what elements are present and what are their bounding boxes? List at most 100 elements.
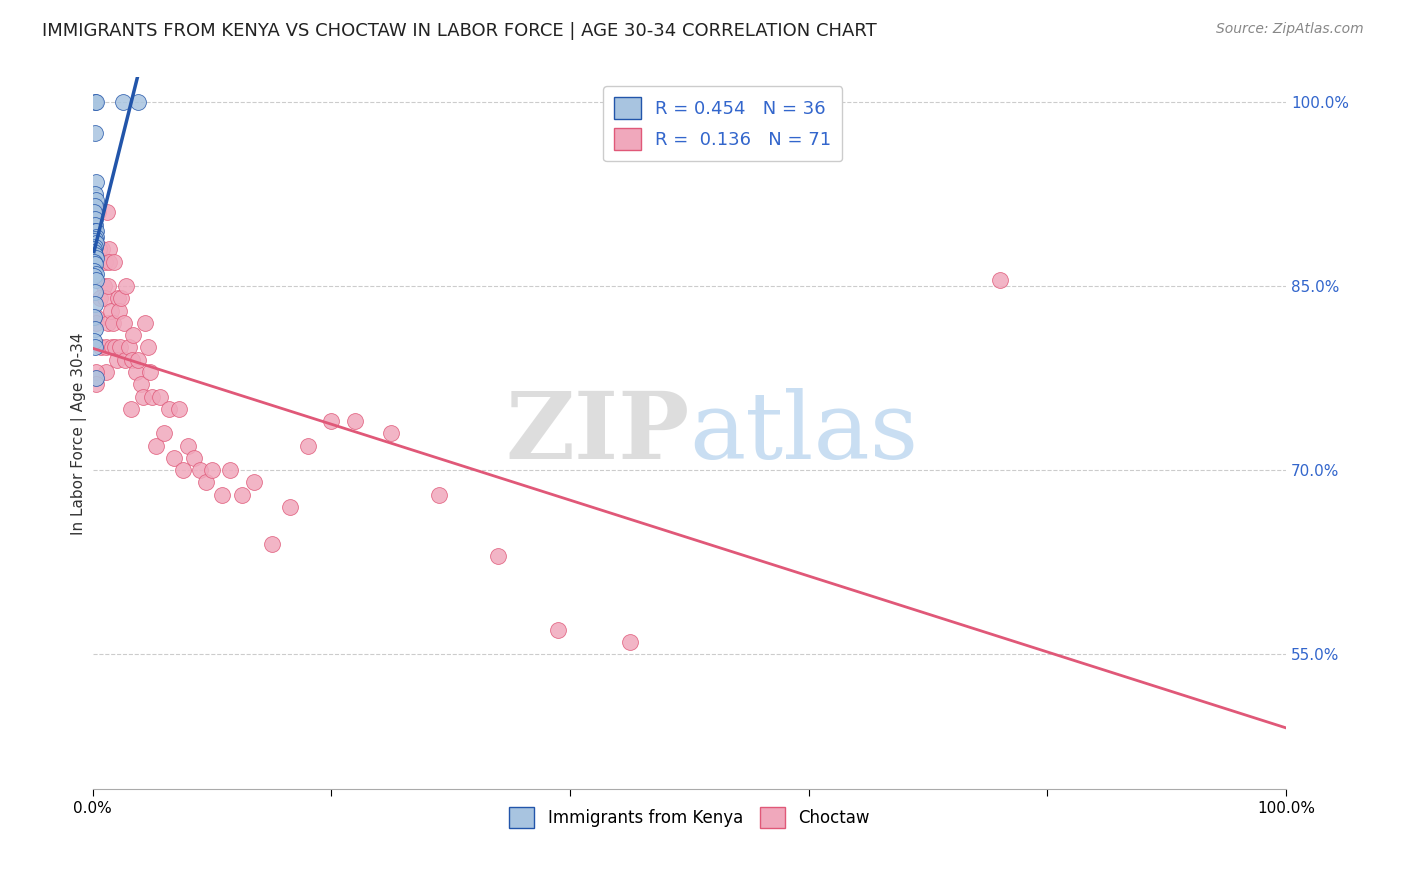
Legend: Immigrants from Kenya, Choctaw: Immigrants from Kenya, Choctaw <box>503 801 876 834</box>
Point <box>86 273 108 287</box>
Point <box>84 322 107 336</box>
Point <box>91 242 114 256</box>
Point <box>97 316 120 330</box>
Point <box>84 232 107 246</box>
Point <box>104 340 127 354</box>
Point <box>84 218 107 232</box>
Point <box>84 248 107 262</box>
Point <box>278 500 301 514</box>
Point <box>547 623 569 637</box>
Point <box>115 279 138 293</box>
Point <box>107 291 129 305</box>
Point <box>321 414 343 428</box>
Point <box>344 414 367 428</box>
Point <box>86 310 108 324</box>
Point <box>86 365 108 379</box>
Point <box>84 285 107 300</box>
Point <box>136 340 159 354</box>
Point <box>86 316 108 330</box>
Point <box>201 463 224 477</box>
Point <box>83 234 105 248</box>
Point <box>120 401 142 416</box>
Point <box>83 244 105 259</box>
Point <box>260 537 283 551</box>
Point <box>100 303 122 318</box>
Point <box>94 340 117 354</box>
Text: IMMIGRANTS FROM KENYA VS CHOCTAW IN LABOR FORCE | AGE 30-34 CORRELATION CHART: IMMIGRANTS FROM KENYA VS CHOCTAW IN LABO… <box>42 22 877 40</box>
Point <box>86 224 108 238</box>
Point <box>86 267 108 281</box>
Point <box>127 352 149 367</box>
Point <box>297 439 319 453</box>
Point <box>83 264 105 278</box>
Point <box>243 475 266 490</box>
Point <box>177 439 200 453</box>
Point <box>84 95 107 109</box>
Point <box>98 242 121 256</box>
Point <box>103 254 125 268</box>
Y-axis label: In Labor Force | Age 30-34: In Labor Force | Age 30-34 <box>72 332 87 534</box>
Point <box>83 205 105 219</box>
Point <box>86 230 108 244</box>
Point <box>114 352 136 367</box>
Point <box>619 635 641 649</box>
Point <box>101 316 124 330</box>
Point <box>488 549 510 563</box>
Point <box>84 211 107 226</box>
Point <box>122 328 145 343</box>
Point <box>84 240 107 254</box>
Point <box>988 273 1011 287</box>
Point <box>84 297 107 311</box>
Point <box>84 224 107 238</box>
Point <box>110 291 132 305</box>
Point <box>167 401 190 416</box>
Point <box>83 269 105 284</box>
Point <box>163 450 186 465</box>
Point <box>111 95 134 109</box>
Point <box>83 254 105 268</box>
Point <box>427 488 450 502</box>
Point <box>153 426 176 441</box>
Point <box>86 251 108 265</box>
Text: atlas: atlas <box>689 388 918 478</box>
Point <box>121 352 143 367</box>
Point <box>211 488 233 502</box>
Point <box>86 193 108 207</box>
Point <box>134 316 156 330</box>
Point <box>97 279 120 293</box>
Point <box>83 310 105 324</box>
Point <box>83 242 105 256</box>
Point <box>231 488 253 502</box>
Point <box>84 340 107 354</box>
Point <box>129 377 152 392</box>
Point <box>139 365 162 379</box>
Point <box>84 126 107 140</box>
Point <box>90 340 112 354</box>
Point <box>127 95 149 109</box>
Point <box>195 475 218 490</box>
Text: Source: ZipAtlas.com: Source: ZipAtlas.com <box>1216 22 1364 37</box>
Point <box>86 371 108 385</box>
Point <box>98 254 121 268</box>
Point <box>141 390 163 404</box>
Point <box>101 340 124 354</box>
Point <box>149 390 172 404</box>
Point <box>86 205 108 219</box>
Point <box>83 334 105 349</box>
Point <box>84 187 107 202</box>
Point <box>93 291 115 305</box>
Point <box>96 205 118 219</box>
Point <box>112 316 135 330</box>
Point <box>188 463 211 477</box>
Point <box>380 426 402 441</box>
Point <box>132 390 155 404</box>
Point <box>86 236 108 251</box>
Point <box>87 242 110 256</box>
Point <box>108 303 131 318</box>
Point <box>94 365 117 379</box>
Point <box>84 257 107 271</box>
Point <box>105 352 128 367</box>
Point <box>86 95 108 109</box>
Point <box>110 340 132 354</box>
Point <box>172 463 194 477</box>
